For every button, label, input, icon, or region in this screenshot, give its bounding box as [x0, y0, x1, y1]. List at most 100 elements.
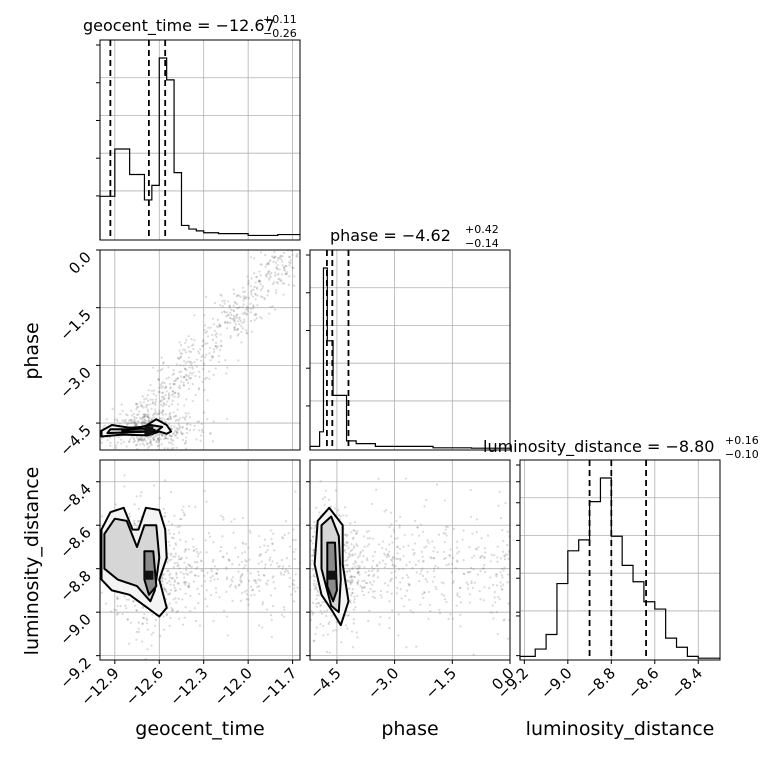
scatter-point: [193, 424, 196, 428]
scatter-point: [145, 397, 148, 400]
scatter-point: [378, 543, 381, 546]
scatter-point: [400, 597, 403, 600]
y-tick-label: 0.0: [65, 248, 95, 278]
scatter-point: [247, 598, 250, 601]
scatter-point: [247, 306, 250, 310]
scatter-point: [183, 513, 187, 516]
scatter-point: [189, 377, 192, 380]
scatter-point: [238, 316, 241, 319]
scatter-point: [150, 633, 153, 636]
scatter-point: [269, 563, 273, 567]
scatter-point: [496, 556, 499, 559]
scatter-point: [371, 583, 374, 586]
scatter-point: [243, 320, 246, 323]
scatter-point: [183, 367, 187, 370]
scatter-point: [188, 582, 191, 585]
scatter-point: [215, 332, 218, 335]
scatter-point: [451, 562, 454, 566]
scatter-point: [233, 326, 236, 329]
scatter-point: [239, 579, 242, 582]
scatter-point: [174, 543, 178, 547]
scatter-point: [372, 555, 375, 558]
scatter-point: [114, 446, 118, 449]
scatter-point: [301, 270, 303, 272]
scatter-point: [219, 514, 223, 517]
scatter-point: [506, 553, 509, 556]
scatter-point: [491, 604, 494, 607]
scatter-point: [185, 398, 188, 401]
scatter-point: [376, 576, 380, 579]
scatter-point: [230, 578, 233, 581]
scatter-point: [174, 589, 177, 592]
scatter-point: [315, 586, 318, 589]
scatter-point: [141, 440, 144, 443]
scatter-point: [149, 442, 152, 445]
scatter-point: [256, 303, 259, 307]
scatter-point: [218, 323, 221, 326]
scatter-point: [188, 429, 192, 432]
scatter-point: [282, 266, 286, 269]
scatter-point: [352, 618, 355, 621]
scatter-point: [337, 509, 340, 512]
scatter-point: [142, 416, 145, 419]
scatter-point: [422, 559, 425, 562]
scatter-point: [134, 444, 138, 447]
scatter-point: [162, 507, 165, 511]
scatter-point: [159, 634, 162, 637]
scatter-point: [467, 587, 470, 590]
scatter-point: [291, 253, 294, 256]
scatter-point: [363, 585, 366, 588]
scatter-point: [417, 559, 420, 563]
scatter-point: [276, 282, 279, 285]
scatter-point: [245, 589, 248, 592]
scatter-point: [195, 567, 198, 571]
scatter-point: [145, 617, 148, 620]
scatter-point: [153, 624, 157, 627]
scatter-point: [212, 350, 215, 353]
scatter-point: [189, 423, 192, 427]
scatter-point: [248, 529, 251, 532]
scatter-point: [219, 345, 222, 348]
scatter-point: [249, 572, 252, 575]
scatter-point: [173, 383, 176, 386]
scatter-point: [173, 395, 176, 398]
scatter-point: [456, 552, 459, 555]
scatter-point: [151, 398, 154, 401]
y-axis-label-phase: phase: [21, 322, 43, 379]
scatter-point: [136, 402, 139, 406]
scatter-point: [197, 574, 200, 578]
scatter-point: [150, 644, 153, 647]
scatter-point: [432, 557, 436, 560]
scatter-point: [488, 587, 491, 590]
scatter-point: [138, 438, 141, 442]
scatter-point: [271, 560, 274, 563]
scatter-point: [259, 251, 263, 254]
scatter-point: [213, 565, 217, 568]
scatter-point: [287, 571, 290, 575]
scatter-point: [408, 583, 411, 587]
scatter-point: [264, 265, 267, 268]
scatter-point: [154, 398, 158, 401]
scatter-point: [184, 412, 187, 415]
scatter-point: [406, 589, 409, 592]
scatter-point: [114, 503, 117, 506]
scatter-point: [281, 565, 285, 568]
scatter-point: [176, 431, 179, 435]
scatter-point: [247, 579, 251, 582]
scatter-point: [167, 529, 170, 532]
scatter-point: [217, 325, 220, 329]
scatter-point: [286, 569, 289, 573]
scatter-point: [165, 613, 169, 617]
scatter-point: [240, 574, 243, 577]
scatter-point: [203, 328, 206, 332]
scatter-point: [469, 515, 473, 518]
scatter-point: [225, 576, 229, 579]
scatter-point: [172, 532, 176, 536]
scatter-point: [172, 392, 175, 396]
scatter-point: [202, 340, 205, 343]
scatter-point: [187, 585, 190, 588]
scatter-point: [167, 520, 171, 523]
scatter-point: [180, 430, 183, 434]
scatter-point: [442, 582, 445, 585]
